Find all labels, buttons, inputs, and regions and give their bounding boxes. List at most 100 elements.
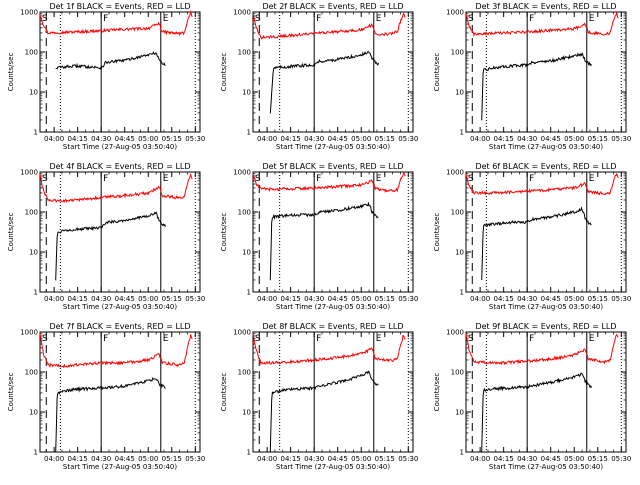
segment-label: E	[163, 174, 169, 184]
segment-label: F	[529, 334, 534, 344]
plot-frame	[465, 171, 627, 293]
y-tick-label: 10	[242, 249, 251, 257]
panel-det-9: Det 9f BLACK = Events, RED = LLD Counts/s…	[433, 322, 631, 471]
x-axis-label: Start Time (27-Aug-05 03:50:40)	[276, 463, 390, 471]
segment-label: S	[255, 174, 261, 184]
segment-label: F	[316, 174, 321, 184]
segment-label: E	[589, 334, 595, 344]
segment-label: E	[163, 14, 169, 24]
events-series-line	[269, 50, 379, 114]
y-tick-label: 10	[242, 409, 251, 417]
events-series-line	[55, 211, 166, 281]
chart-title: Det 8f BLACK = Events, RED = LLD	[262, 322, 403, 331]
x-tick-label: 04:15	[494, 295, 514, 303]
x-tick-label: 04:15	[281, 135, 301, 143]
x-tick-label: 05:00	[351, 455, 371, 463]
y-tick-label: 10	[455, 249, 464, 257]
y-tick-label: 10	[29, 249, 38, 257]
x-tick-label: 04:00	[470, 135, 490, 143]
x-axis-label: Start Time (27-Aug-05 03:50:40)	[489, 463, 603, 471]
x-tick-label: 05:30	[398, 295, 418, 303]
chart-title: Det 7f BLACK = Events, RED = LLD	[49, 322, 190, 331]
segment-label: E	[376, 334, 382, 344]
x-tick-label: 05:30	[185, 135, 205, 143]
x-tick-label: 04:00	[44, 455, 64, 463]
plot-frame	[465, 331, 627, 453]
x-tick-label: 04:45	[328, 295, 348, 303]
segment-label: F	[103, 334, 108, 344]
chart-title: Det 4f BLACK = Events, RED = LLD	[49, 162, 190, 171]
panel-det-6: Det 6f BLACK = Events, RED = LLD Counts/s…	[433, 162, 631, 311]
lld-series-line	[465, 172, 619, 196]
x-tick-label: 04:30	[91, 295, 111, 303]
y-tick-label: 1000	[233, 9, 251, 17]
x-tick-label: 05:15	[375, 295, 395, 303]
segment-label: S	[468, 14, 474, 24]
events-series-line	[55, 376, 166, 453]
y-tick-label: 1000	[233, 169, 251, 177]
x-tick-label: 04:30	[517, 295, 537, 303]
panel-det-4: Det 4f BLACK = Events, RED = LLD Counts/s…	[7, 162, 205, 311]
y-tick-label: 10	[455, 89, 464, 97]
x-tick-label: 04:15	[68, 135, 88, 143]
y-tick-label: 1	[247, 449, 251, 457]
segment-label: S	[42, 14, 48, 24]
y-axis-label: Counts/sec	[433, 53, 441, 92]
lld-series-line	[252, 12, 406, 40]
x-tick-label: 05:00	[138, 295, 158, 303]
lld-series-line	[39, 172, 193, 203]
lld-series-line	[465, 333, 619, 366]
y-axis-label: Counts/sec	[433, 213, 441, 252]
y-tick-label: 1000	[446, 329, 464, 337]
segment-label: F	[529, 174, 534, 184]
x-tick-label: 05:15	[588, 455, 608, 463]
y-axis-label: Counts/sec	[7, 213, 15, 252]
x-tick-label: 05:15	[162, 135, 182, 143]
x-tick-label: 04:15	[68, 455, 88, 463]
y-tick-label: 100	[25, 369, 38, 377]
segment-label: S	[255, 14, 261, 24]
segment-label: F	[316, 14, 321, 24]
x-tick-label: 04:15	[281, 455, 301, 463]
x-tick-label: 05:30	[185, 295, 205, 303]
x-tick-label: 05:15	[162, 295, 182, 303]
y-tick-label: 1	[34, 289, 38, 297]
x-tick-label: 04:30	[304, 135, 324, 143]
x-tick-label: 04:15	[68, 295, 88, 303]
y-tick-label: 10	[29, 409, 38, 417]
segment-label: F	[529, 14, 534, 24]
y-tick-label: 100	[238, 209, 251, 217]
x-tick-label: 04:00	[44, 135, 64, 143]
x-tick-label: 04:30	[304, 455, 324, 463]
x-tick-label: 04:45	[541, 455, 561, 463]
x-tick-label: 04:00	[257, 135, 277, 143]
lld-series-line	[39, 10, 193, 37]
y-tick-label: 1000	[446, 169, 464, 177]
y-tick-label: 1	[247, 129, 251, 137]
x-tick-label: 05:30	[611, 295, 631, 303]
y-tick-label: 100	[238, 369, 251, 377]
plot-frame	[39, 171, 201, 293]
segment-label: F	[316, 334, 321, 344]
y-tick-label: 1000	[446, 9, 464, 17]
y-axis-label: Counts/sec	[220, 53, 228, 92]
x-tick-label: 05:30	[611, 455, 631, 463]
y-tick-label: 100	[238, 49, 251, 57]
plot-frame	[252, 11, 414, 133]
y-tick-label: 1000	[20, 329, 38, 337]
x-tick-label: 05:00	[351, 295, 371, 303]
chart-title: Det 6f BLACK = Events, RED = LLD	[475, 162, 616, 171]
x-tick-label: 04:15	[281, 295, 301, 303]
x-tick-label: 05:00	[351, 135, 371, 143]
x-tick-label: 05:00	[564, 455, 584, 463]
events-series-line	[481, 372, 592, 452]
y-tick-label: 1000	[233, 329, 251, 337]
y-axis-label: Counts/sec	[220, 373, 228, 412]
x-tick-label: 04:30	[517, 455, 537, 463]
y-axis-label: Counts/sec	[220, 213, 228, 252]
x-axis-label: Start Time (27-Aug-05 03:50:40)	[63, 463, 177, 471]
chart-title: Det 9f BLACK = Events, RED = LLD	[475, 322, 616, 331]
x-tick-label: 05:00	[138, 455, 158, 463]
